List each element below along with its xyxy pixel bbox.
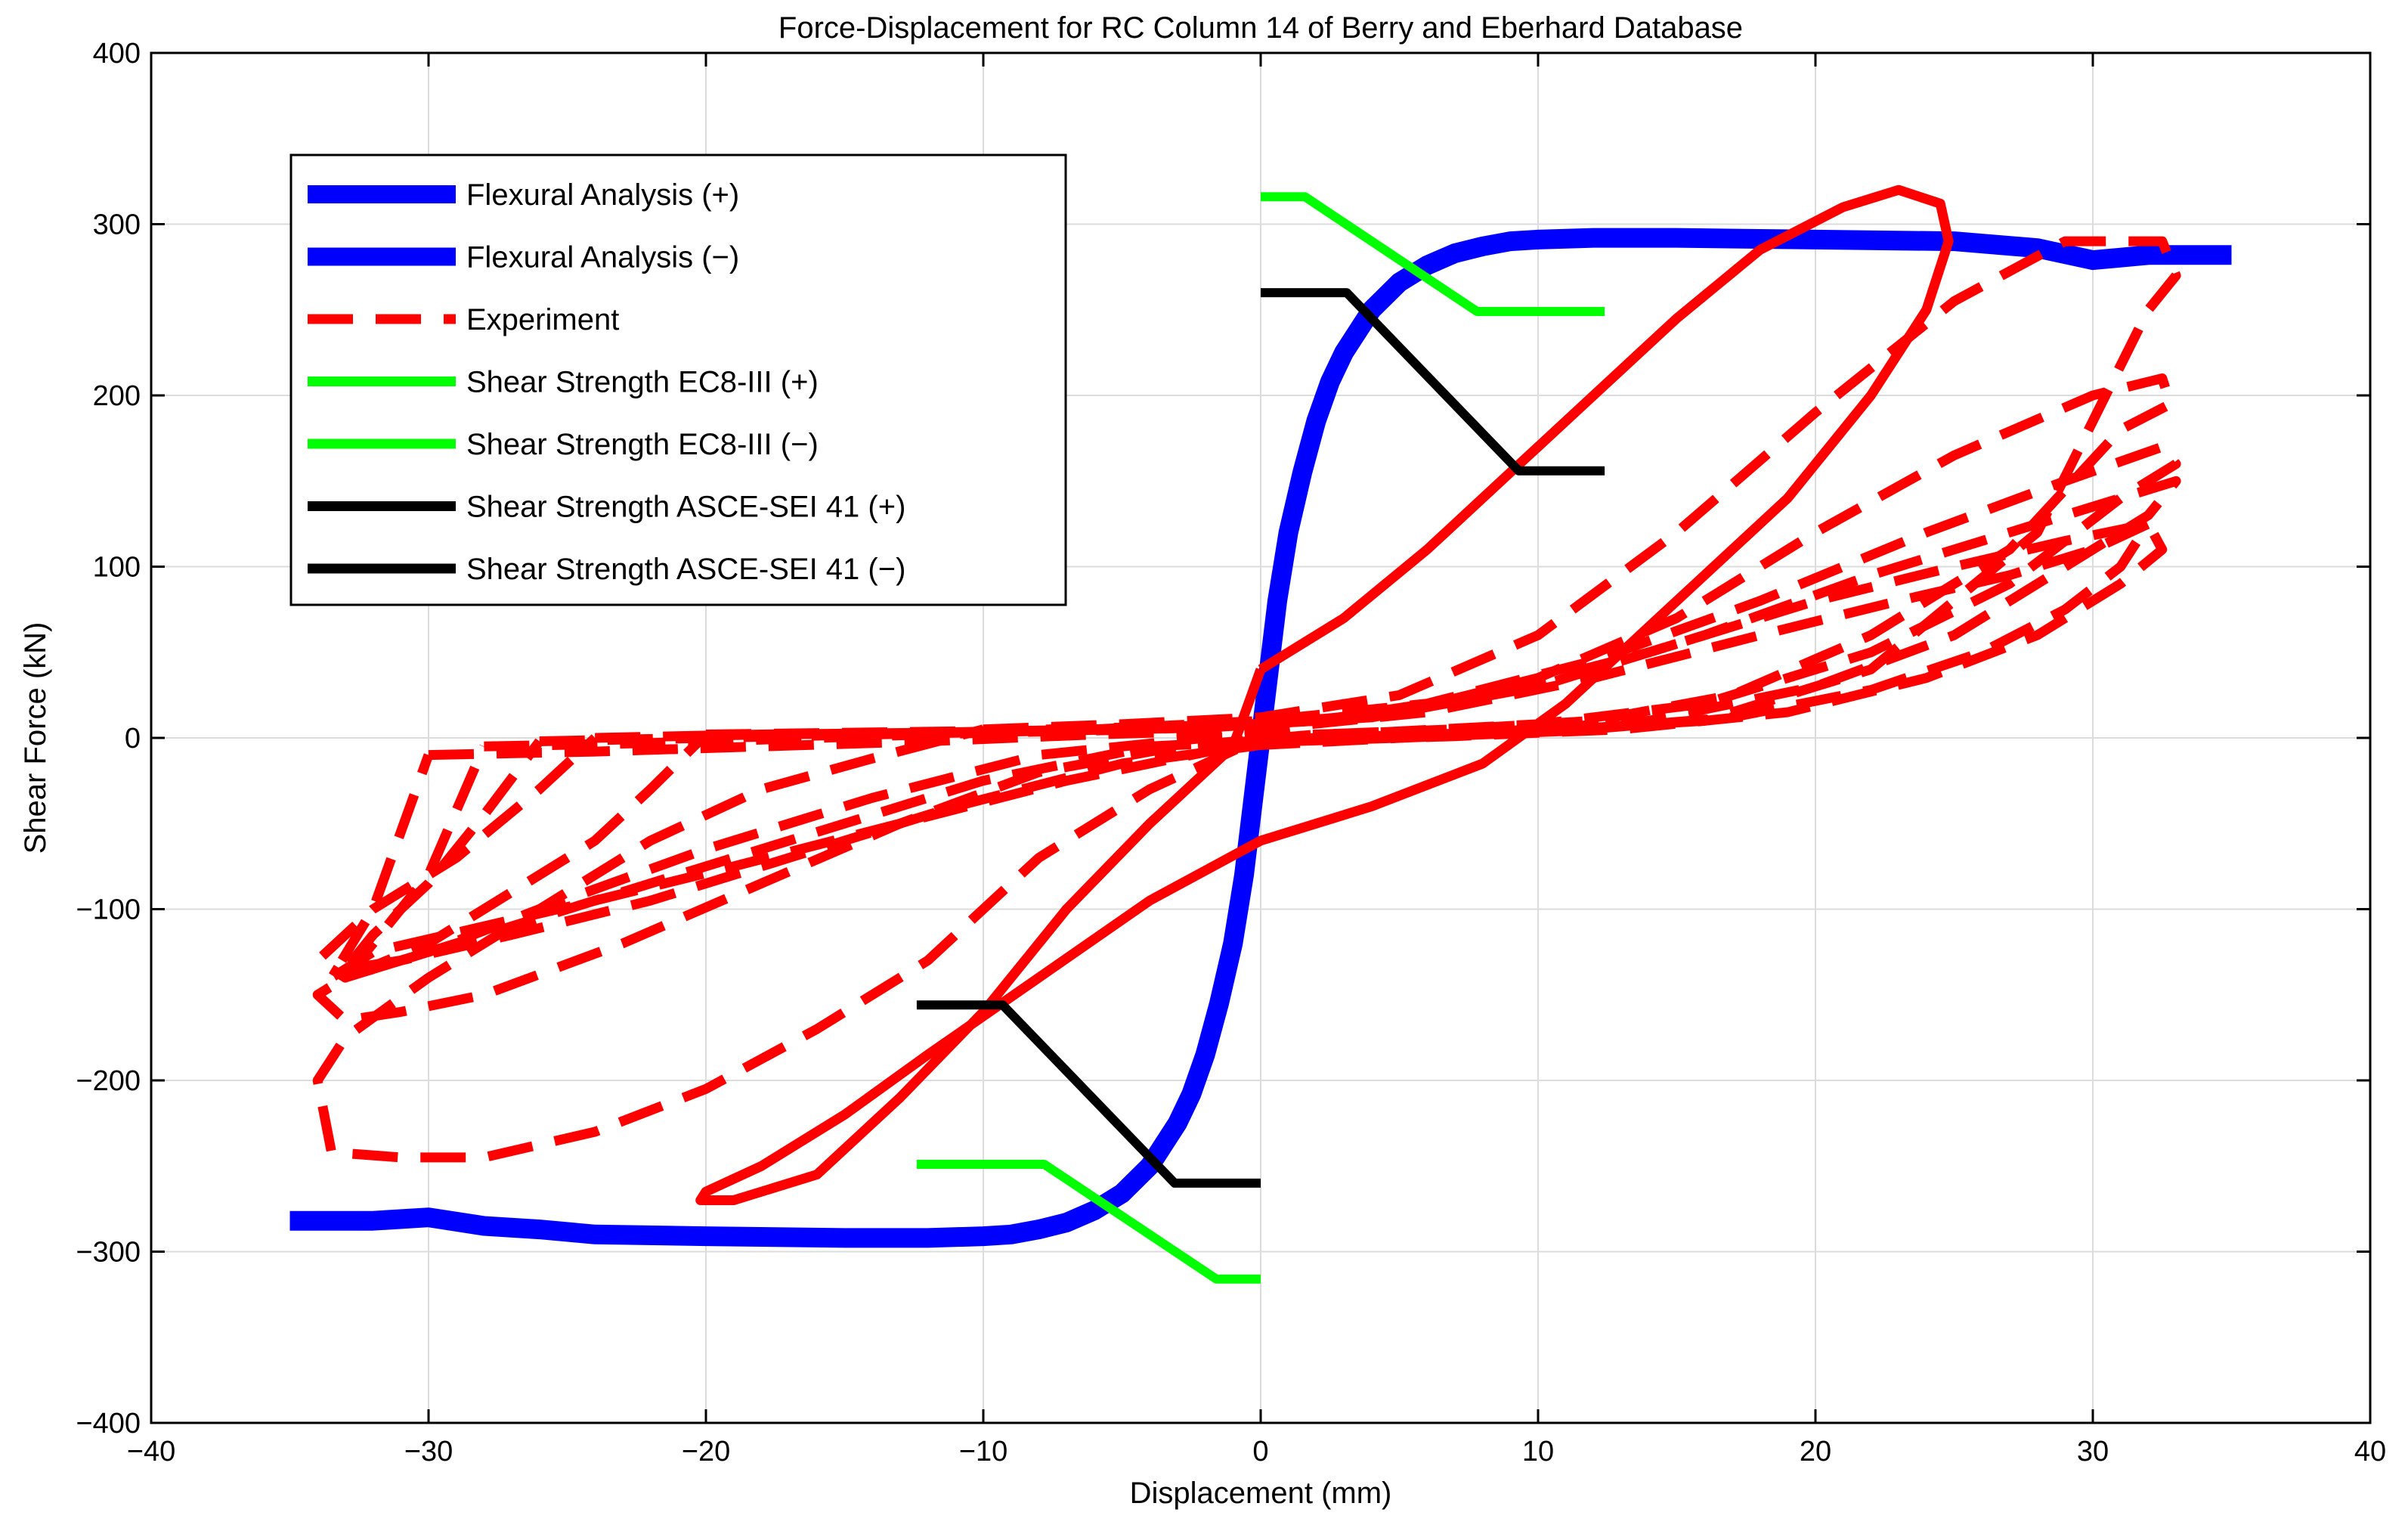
ticks: −40 −30 −20 −10 0 10 20 30 40−400−300−200−100010… (76, 38, 2386, 1467)
x-tick-label: 40 (2354, 1436, 2386, 1467)
y-tick-label: −300 (76, 1237, 141, 1269)
series-line-flexural-analysis (289, 736, 1271, 1248)
series-line-shear-strength-ec8-iii (916, 1160, 1261, 1284)
legend-label-flexural-analysis: Flexural Analysis (−) (466, 241, 739, 274)
y-tick-label: 400 (93, 38, 141, 70)
y-tick-label: −100 (76, 894, 141, 926)
y-axis-label: Shear Force (kN) (19, 622, 52, 854)
x-tick-label: −30 (404, 1436, 453, 1467)
series-line-experiment-loop-7 (327, 519, 2153, 983)
series-line-shear-strength-asce-sei-41 (1261, 288, 1605, 476)
legend-label-experiment: Experiment (466, 303, 619, 336)
legend-label-shear-strength-asce-sei-41: Shear Strength ASCE-SEI 41 (−) (466, 553, 905, 586)
x-tick-label: −20 (682, 1436, 730, 1467)
series-line-shear-strength-ec8-iii (1261, 192, 1605, 316)
legend: Flexural Analysis (+) Flexural Analysis (… (289, 153, 1067, 606)
y-tick-label: 200 (93, 380, 141, 412)
legend-label-shear-strength-ec8-iii: Shear Strength EC8-III (+) (466, 366, 819, 399)
y-tick-label: −200 (76, 1065, 141, 1097)
legend-label-shear-strength-ec8-iii: Shear Strength EC8-III (−) (466, 428, 819, 461)
x-tick-label: 0 (1252, 1436, 1268, 1467)
y-tick-label: 100 (93, 552, 141, 584)
legend-label-shear-strength-asce-sei-41: Shear Strength ASCE-SEI 41 (+) (466, 491, 905, 524)
series-line-shear-strength-asce-sei-41 (916, 1000, 1261, 1188)
y-tick-label: −400 (76, 1408, 141, 1440)
chart-title: Force-Displacement for RC Column 14 of B… (778, 11, 1743, 45)
x-tick-label: 10 (1522, 1436, 1554, 1467)
series-line-experiment-loop-1 (695, 184, 1954, 1205)
series-line-flexural-analysis (1251, 228, 2232, 739)
x-axis-label: Displacement (mm) (1130, 1477, 1392, 1510)
y-tick-label: 0 (125, 723, 141, 755)
x-tick-label: 20 (1800, 1436, 1831, 1467)
x-tick-label: −40 (127, 1436, 175, 1467)
y-tick-label: 300 (93, 209, 141, 241)
series-layer (289, 184, 2232, 1284)
legend-label-flexural-analysis: Flexural Analysis (+) (466, 178, 739, 212)
x-tick-label: −10 (959, 1436, 1007, 1467)
series-line-experiment-loop-6 (340, 519, 2168, 983)
x-tick-label: 30 (2077, 1436, 2109, 1467)
